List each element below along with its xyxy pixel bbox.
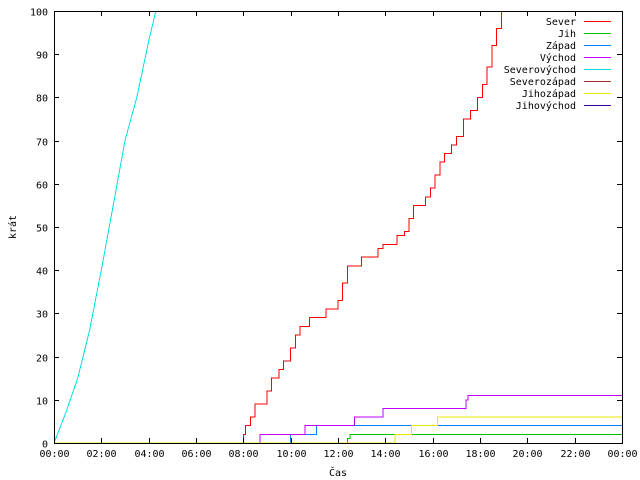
x-tick-label: 20:00 xyxy=(512,449,542,460)
y-tick-label: 50 xyxy=(36,224,48,235)
legend-label: Jih xyxy=(558,29,576,40)
x-tick-label: 16:00 xyxy=(418,449,448,460)
series-line-2 xyxy=(54,433,622,443)
series-line-5 xyxy=(54,11,157,443)
y-tick-label: 0 xyxy=(42,440,48,451)
y-axis-label: krát xyxy=(7,215,19,239)
x-tick-label: 22:00 xyxy=(560,449,590,460)
y-tick-label: 90 xyxy=(36,51,48,62)
x-tick-label: 02:00 xyxy=(86,449,116,460)
x-axis-label: Čas xyxy=(329,466,347,479)
legend-label: Severozápad xyxy=(510,76,576,88)
x-tick-label: 00:00 xyxy=(39,449,69,460)
legend-label: Jihozápad xyxy=(522,88,576,100)
x-tick-label: 14:00 xyxy=(370,449,400,460)
x-tick-label: 12:00 xyxy=(323,449,353,460)
y-tick-label: 10 xyxy=(36,397,48,408)
y-tick-label: 60 xyxy=(36,181,48,192)
x-tick-label: 08:00 xyxy=(228,449,258,460)
y-tick-label: 80 xyxy=(36,94,48,105)
y-tick-label: 20 xyxy=(36,354,48,365)
legend-label: Sever xyxy=(546,17,576,28)
legend: SeverJihZápadVýchodSeverovýchodSeverozáp… xyxy=(504,17,611,112)
y-tick-label: 30 xyxy=(36,310,48,321)
y-axis: 0 10 20 30 40 50 60 70 80 90 100 xyxy=(30,8,622,451)
y-tick-label: 100 xyxy=(30,8,48,19)
x-tick-label: 06:00 xyxy=(181,449,211,460)
y-tick-label: 70 xyxy=(36,138,48,149)
plot-area xyxy=(54,11,622,443)
x-axis: 00:00 02:00 04:00 06:00 08:00 10:00 12:00 14:00… xyxy=(39,11,638,460)
series-line-1 xyxy=(54,11,506,443)
series-line-4 xyxy=(54,395,622,443)
legend-label: Východ xyxy=(540,52,576,64)
x-tick-label: 04:00 xyxy=(134,449,164,460)
x-tick-label: 10:00 xyxy=(276,449,306,460)
legend-label: Jihovýchod xyxy=(516,100,576,112)
x-tick-label: 18:00 xyxy=(465,449,495,460)
x-tick-label: 00:00 xyxy=(607,449,637,460)
legend-label: Severovýchod xyxy=(504,64,576,76)
series-line-7 xyxy=(54,416,622,443)
y-tick-label: 40 xyxy=(36,267,48,278)
legend-label: Západ xyxy=(546,40,576,52)
